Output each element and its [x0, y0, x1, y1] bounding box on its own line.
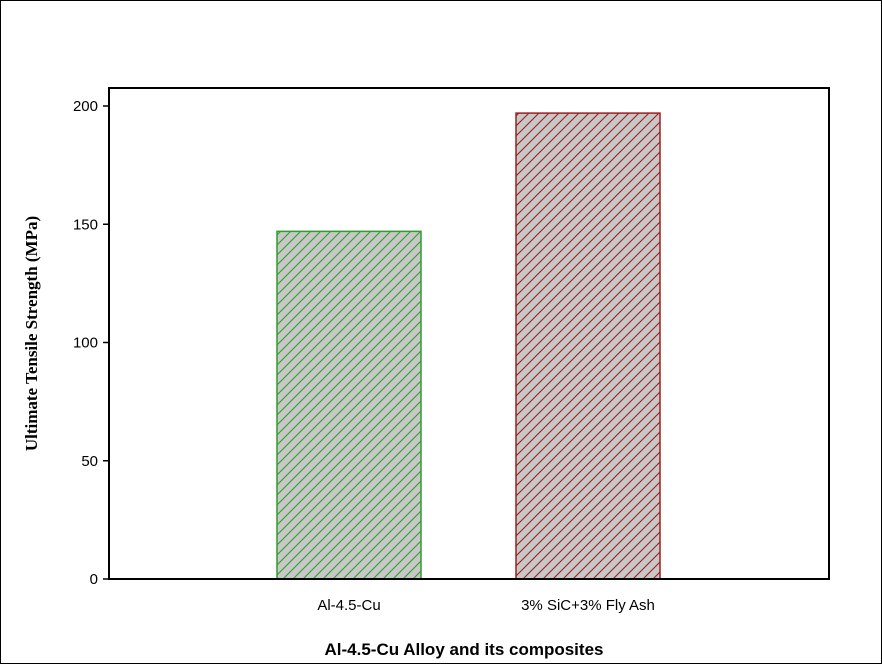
plot-area	[108, 87, 830, 580]
y-tick-label: 100	[73, 335, 98, 352]
bar-1	[276, 230, 422, 580]
x-axis: Al-4.5-Cu 3% SiC+3% Fly Ash	[317, 597, 655, 614]
bars-layer	[276, 112, 661, 580]
y-axis-label: Ultimate Tensile Strength (MPa)	[22, 216, 41, 451]
y-tick-label: 200	[73, 98, 98, 115]
bar-2	[515, 112, 661, 580]
x-tick-label: 3% SiC+3% Fly Ash	[521, 597, 655, 614]
x-tick-label: Al-4.5-Cu	[317, 597, 380, 614]
x-axis-label: Al-4.5-Cu Alloy and its composites	[325, 640, 604, 659]
y-tick-label: 50	[81, 453, 98, 470]
y-axis: 0 50 100 150 200	[73, 98, 109, 588]
y-tick-label: 150	[73, 216, 98, 233]
y-tick-label: 0	[90, 571, 98, 588]
